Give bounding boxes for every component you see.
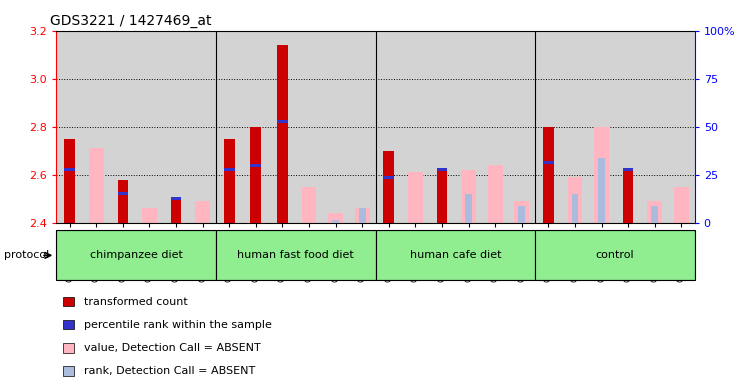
Text: value, Detection Call = ABSENT: value, Detection Call = ABSENT	[84, 343, 261, 353]
Bar	[62, 366, 74, 376]
Text: chimpanzee diet: chimpanzee diet	[89, 250, 182, 260]
Text: control: control	[596, 250, 634, 260]
Bar	[594, 127, 609, 223]
Bar	[62, 343, 74, 353]
Bar	[488, 165, 502, 223]
Bar	[436, 169, 448, 171]
Bar	[384, 151, 394, 223]
Bar	[466, 194, 472, 223]
Bar	[355, 209, 369, 223]
Bar	[224, 139, 234, 223]
Bar	[251, 164, 261, 167]
Text: transformed count: transformed count	[84, 297, 188, 307]
Bar	[518, 206, 525, 223]
Bar	[142, 209, 157, 223]
Bar	[224, 169, 234, 171]
Bar	[65, 169, 75, 171]
Text: GDS3221 / 1427469_at: GDS3221 / 1427469_at	[50, 14, 212, 28]
Text: rank, Detection Call = ABSENT: rank, Detection Call = ABSENT	[84, 366, 255, 376]
Bar	[117, 180, 128, 223]
Bar	[572, 194, 578, 223]
Bar	[408, 172, 423, 223]
Bar	[62, 320, 74, 329]
Bar	[543, 161, 553, 164]
Bar	[117, 192, 128, 195]
Bar	[56, 230, 216, 280]
Bar	[674, 187, 689, 223]
Bar	[62, 297, 74, 306]
Bar	[89, 148, 104, 223]
Bar	[623, 170, 634, 223]
Text: protocol: protocol	[4, 250, 49, 260]
Bar	[461, 170, 476, 223]
Bar	[328, 213, 343, 223]
Bar	[277, 45, 288, 223]
Text: human fast food diet: human fast food diet	[237, 250, 354, 260]
Bar	[623, 169, 634, 171]
Bar	[568, 177, 582, 223]
Bar	[277, 121, 288, 123]
Bar	[216, 230, 376, 280]
Bar	[384, 175, 394, 179]
Bar	[543, 127, 553, 223]
Bar	[647, 201, 662, 223]
Bar	[251, 127, 261, 223]
Bar	[65, 139, 75, 223]
Bar	[195, 201, 210, 223]
Bar	[436, 170, 448, 223]
Bar	[651, 206, 658, 223]
Bar	[170, 197, 181, 200]
Text: human cafe diet: human cafe diet	[409, 250, 501, 260]
Text: percentile rank within the sample: percentile rank within the sample	[84, 320, 272, 330]
Bar	[359, 209, 366, 223]
Bar	[302, 187, 316, 223]
Bar	[376, 230, 535, 280]
Bar	[332, 220, 339, 223]
Bar	[535, 230, 695, 280]
Bar	[170, 199, 181, 223]
Bar	[514, 201, 529, 223]
Bar	[599, 158, 605, 223]
